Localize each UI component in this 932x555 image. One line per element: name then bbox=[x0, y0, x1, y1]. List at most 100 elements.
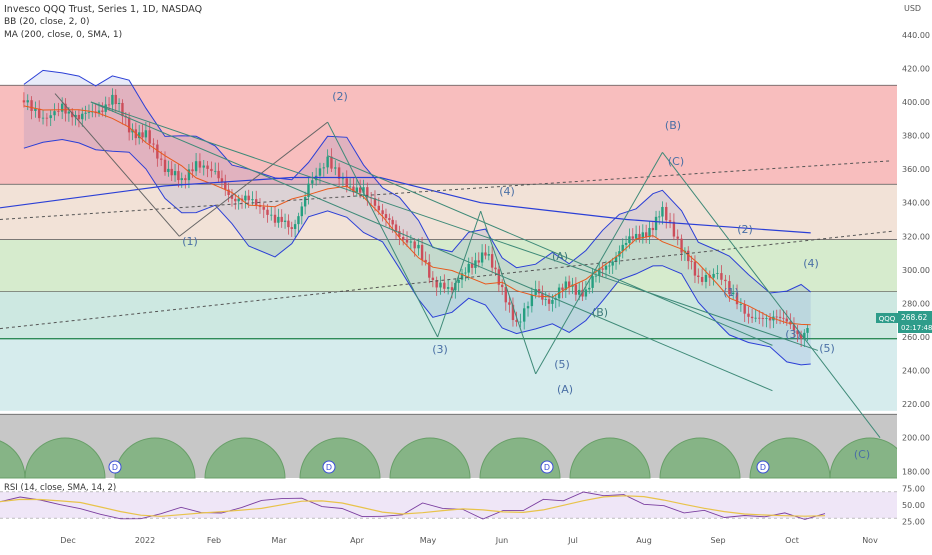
candle-body bbox=[758, 317, 761, 319]
candle-body bbox=[144, 130, 148, 138]
candle-body bbox=[754, 317, 757, 319]
x-tick-label: Feb bbox=[207, 536, 221, 545]
cycle-marker-label: D bbox=[112, 463, 118, 472]
candle-body bbox=[255, 199, 258, 205]
candle-body bbox=[785, 318, 788, 322]
candle-body bbox=[641, 232, 645, 239]
candle-body bbox=[352, 186, 355, 193]
cycle-marker-icon bbox=[540, 460, 554, 474]
candle-body bbox=[337, 167, 341, 179]
candle-body bbox=[704, 275, 708, 282]
wave-label: (4) bbox=[803, 257, 819, 270]
rsi-tick-label: 75.00 bbox=[902, 485, 925, 494]
ma-200-line bbox=[0, 176, 811, 234]
wave-label: (3) bbox=[432, 343, 448, 356]
wave-label: (3) bbox=[785, 328, 801, 341]
candle-body bbox=[244, 195, 247, 201]
candle-body bbox=[728, 281, 731, 295]
candle-body bbox=[720, 273, 723, 280]
price-tag-box bbox=[898, 311, 932, 333]
candle-body bbox=[202, 165, 205, 168]
cycle-arc bbox=[114, 437, 196, 479]
candle-body bbox=[30, 100, 33, 111]
candle-body bbox=[217, 170, 220, 179]
candle-body bbox=[38, 108, 41, 119]
candle-body bbox=[487, 254, 491, 256]
candle-body bbox=[687, 250, 690, 262]
candle-body bbox=[581, 289, 584, 297]
candle-body bbox=[41, 117, 45, 119]
candle-body bbox=[97, 110, 101, 114]
cycle-arc bbox=[659, 437, 741, 479]
candle-body bbox=[262, 206, 265, 210]
rsi-tick-label: 25.00 bbox=[902, 517, 925, 526]
candle-body bbox=[198, 161, 202, 168]
wave-label: (C) bbox=[668, 155, 684, 168]
cycle-marker-label: D bbox=[760, 463, 766, 472]
candle-body bbox=[537, 289, 541, 294]
candle-body bbox=[778, 316, 782, 318]
candle-body bbox=[500, 284, 504, 288]
candle-body bbox=[177, 171, 180, 181]
channel-line bbox=[90, 101, 773, 392]
bb-lower-band bbox=[23, 138, 811, 366]
candle-body bbox=[184, 178, 187, 181]
candle-body bbox=[111, 94, 114, 105]
wave-label: (2) bbox=[332, 90, 348, 103]
candle-body bbox=[530, 294, 534, 307]
candle-body bbox=[77, 114, 81, 120]
candle-body bbox=[287, 220, 290, 228]
candle-body bbox=[668, 220, 672, 222]
candle-body bbox=[765, 318, 768, 319]
price-tag-symbol-box bbox=[876, 313, 898, 323]
candle-body bbox=[477, 260, 480, 263]
cycle-marker-icon bbox=[322, 460, 336, 474]
price-tag-value: 268.62 bbox=[901, 313, 927, 322]
y-tick-label: 420.00 bbox=[902, 64, 930, 73]
candle-body bbox=[293, 224, 297, 229]
candle-body bbox=[648, 227, 651, 238]
resistance-dashed bbox=[0, 160, 893, 220]
cycle-arc bbox=[389, 437, 471, 479]
cycle-marker-label: D bbox=[544, 463, 550, 472]
x-tick-label: May bbox=[420, 536, 437, 545]
candle-body bbox=[578, 289, 581, 295]
candle-body bbox=[84, 112, 87, 114]
rsi-legend[interactable]: RSI (14, close, SMA, 14, 2) bbox=[4, 483, 117, 493]
cycle-arc bbox=[299, 437, 381, 479]
candle-body bbox=[266, 209, 269, 215]
y-axis-panel bbox=[897, 0, 932, 550]
ma-legend[interactable]: MA (200, close, 0, SMA, 1) bbox=[4, 30, 123, 40]
candle-body bbox=[81, 113, 84, 120]
candle-body bbox=[661, 206, 664, 217]
candle-body bbox=[561, 287, 564, 290]
candle-body bbox=[210, 168, 213, 172]
cycle-arc bbox=[24, 437, 106, 479]
wave-label: (B) bbox=[665, 119, 681, 132]
candle-body bbox=[394, 224, 398, 232]
candle-body bbox=[574, 284, 578, 295]
candle-body bbox=[594, 275, 598, 277]
candle-body bbox=[381, 210, 384, 215]
bb-legend[interactable]: BB (20, close, 2, 0) bbox=[4, 17, 90, 27]
wave-label: (1) bbox=[182, 235, 198, 248]
candle-body bbox=[273, 214, 277, 223]
candle-body bbox=[206, 165, 209, 169]
candle-body bbox=[651, 227, 655, 231]
candle-body bbox=[127, 117, 131, 133]
candle-body bbox=[431, 277, 435, 281]
wave-label: (5) bbox=[819, 342, 835, 355]
candle-body bbox=[743, 304, 746, 314]
candle-body bbox=[57, 111, 60, 112]
candle-body bbox=[303, 197, 307, 207]
channel-line bbox=[90, 101, 819, 351]
candle-body bbox=[290, 227, 293, 229]
y-tick-label: 220.00 bbox=[902, 400, 930, 409]
x-axis-panel bbox=[0, 530, 932, 550]
candle-body bbox=[398, 231, 401, 238]
candle-body bbox=[388, 218, 391, 220]
candle-body bbox=[270, 214, 273, 216]
candle-body bbox=[467, 263, 470, 273]
